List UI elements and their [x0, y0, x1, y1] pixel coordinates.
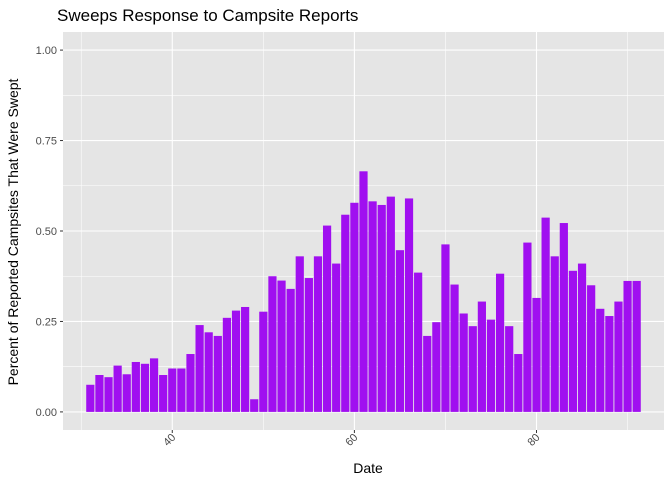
- bar: [168, 368, 177, 412]
- bar: [359, 171, 368, 412]
- bar: [377, 204, 386, 412]
- x-tick-label: 60: [343, 432, 360, 449]
- bar: [596, 308, 605, 412]
- y-tick-label: 0.00: [36, 407, 57, 419]
- y-tick-labels: 0.00 0.25 0.50 0.75 1.00: [36, 45, 57, 419]
- bar: [477, 301, 486, 412]
- bars: [86, 171, 641, 412]
- bar: [441, 244, 450, 412]
- bar: [332, 263, 341, 412]
- y-tick-label: 0.25: [36, 316, 57, 328]
- bar: [268, 276, 277, 412]
- y-tick-label: 0.50: [36, 226, 57, 238]
- bar: [204, 332, 213, 412]
- bar: [159, 375, 168, 412]
- bar: [486, 319, 496, 412]
- bar: [432, 322, 441, 412]
- bar: [505, 326, 514, 412]
- bar: [322, 225, 332, 412]
- y-tick-label: 1.00: [36, 45, 57, 57]
- bar: [231, 310, 241, 412]
- y-axis-label: Percent of Reported Campsites That Were …: [5, 78, 21, 385]
- bar: [277, 280, 286, 412]
- bar: [259, 311, 268, 412]
- bar: [550, 256, 559, 412]
- bar: [241, 306, 250, 412]
- bar: [113, 365, 122, 412]
- bar: [304, 278, 313, 412]
- bar: [213, 335, 222, 412]
- x-tick-labels: 40 60 80: [161, 432, 542, 449]
- bar: [587, 285, 596, 412]
- x-tick-label: 80: [525, 432, 542, 449]
- bar: [495, 273, 505, 412]
- bar: [514, 354, 523, 412]
- x-axis-label: Date: [353, 460, 383, 476]
- bar: [86, 384, 95, 412]
- bar: [350, 202, 359, 412]
- bar: [450, 284, 459, 412]
- bar: [195, 325, 204, 412]
- bar: [341, 214, 350, 412]
- axis-ticks: [60, 49, 538, 433]
- bar: [186, 354, 195, 412]
- bar: [131, 361, 140, 412]
- bar: [404, 198, 414, 412]
- bar: [559, 223, 568, 412]
- bar: [623, 280, 632, 412]
- bar: [368, 201, 377, 412]
- bar: [632, 280, 641, 412]
- bar: [614, 301, 623, 412]
- bar: [577, 263, 587, 412]
- bar: [149, 358, 159, 412]
- bar: [386, 196, 395, 412]
- bar: [177, 368, 186, 412]
- bar: [313, 256, 323, 412]
- bar: [541, 217, 550, 412]
- bar: [140, 363, 150, 412]
- bar: [414, 272, 423, 412]
- bar: [295, 256, 304, 412]
- y-tick-label: 0.75: [36, 136, 57, 148]
- bar: [95, 375, 104, 412]
- bar: [523, 242, 532, 412]
- bar: [605, 316, 614, 412]
- bar: [250, 399, 259, 412]
- bar: [395, 250, 405, 412]
- bar: [222, 317, 232, 412]
- x-tick-label: 40: [161, 432, 178, 449]
- bar: [459, 313, 468, 412]
- bar: [286, 288, 295, 412]
- bar: [568, 270, 578, 412]
- bar: [532, 297, 541, 412]
- chart-title: Sweeps Response to Campsite Reports: [57, 6, 358, 25]
- bar: [468, 326, 477, 412]
- bar: [423, 335, 432, 412]
- bar: [104, 377, 113, 412]
- bar: [122, 374, 131, 412]
